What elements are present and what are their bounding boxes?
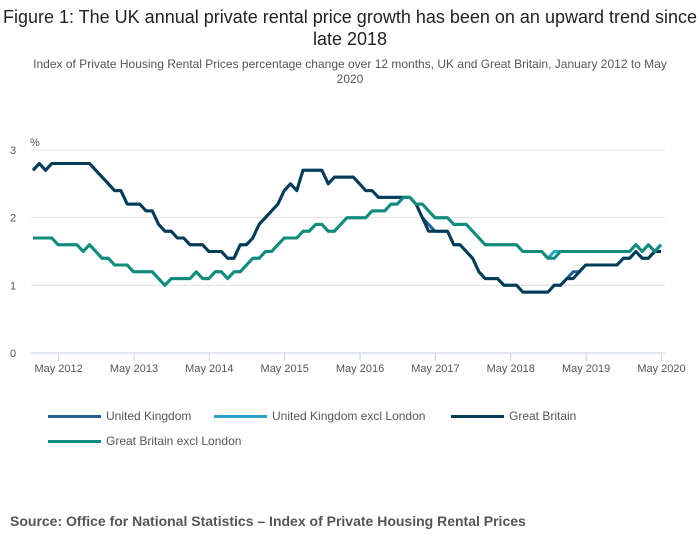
x-tick-label: May 2019 [562, 363, 610, 375]
x-axis: May 2012 May 2013 May 2014 May 2015 May 2016… [34, 353, 686, 375]
legend-item-united-kingdom[interactable]: United Kingdom [48, 408, 191, 424]
series-line-great-britain[interactable] [31, 162, 661, 294]
x-tick-label: May 2020 [637, 363, 685, 375]
legend-swatch [48, 414, 101, 418]
source-note: Source: Office for National Statistics –… [10, 513, 526, 529]
x-tick-label: May 2012 [34, 363, 82, 375]
legend-swatch [48, 439, 101, 443]
y-tick-label: 3 [10, 145, 16, 157]
chart-subtitle: Index of Private Housing Rental Prices p… [33, 57, 667, 86]
series-lines [31, 162, 663, 294]
y-tick-label: 0 [10, 348, 16, 360]
y-axis-unit-label: % [30, 137, 40, 149]
x-tick-label: May 2014 [185, 363, 233, 375]
series-line-united-kingdom-excl-london[interactable] [33, 195, 663, 287]
series-line-united-kingdom[interactable] [31, 162, 661, 294]
legend-label: Great Britain [509, 409, 577, 423]
x-tick-label: May 2016 [336, 363, 384, 375]
legend-label: Great Britain excl London [106, 434, 242, 448]
x-tick-label: May 2015 [261, 363, 309, 375]
y-tick-label: 2 [10, 213, 16, 225]
x-tick-label: May 2013 [110, 363, 158, 375]
series-line-great-britain-excl-london[interactable] [33, 195, 663, 287]
legend-swatch [214, 414, 267, 418]
legend-label: United Kingdom [106, 409, 192, 423]
legend-item-great-britain-excl-london[interactable]: Great Britain excl London [48, 433, 241, 449]
chart-title: Figure 1: The UK annual private rental p… [2, 7, 698, 49]
legend-swatch [451, 414, 504, 418]
legend-item-united-kingdom-excl-london[interactable]: United Kingdom excl London [214, 408, 425, 424]
legend-item-great-britain[interactable]: Great Britain [451, 408, 576, 424]
x-tick-label: May 2018 [487, 363, 535, 375]
x-tick-label: May 2017 [411, 363, 459, 375]
y-tick-label: 1 [10, 280, 16, 292]
y-axis-ticks: 0 1 2 3 [10, 145, 16, 360]
legend-label: United Kingdom excl London [272, 409, 426, 423]
